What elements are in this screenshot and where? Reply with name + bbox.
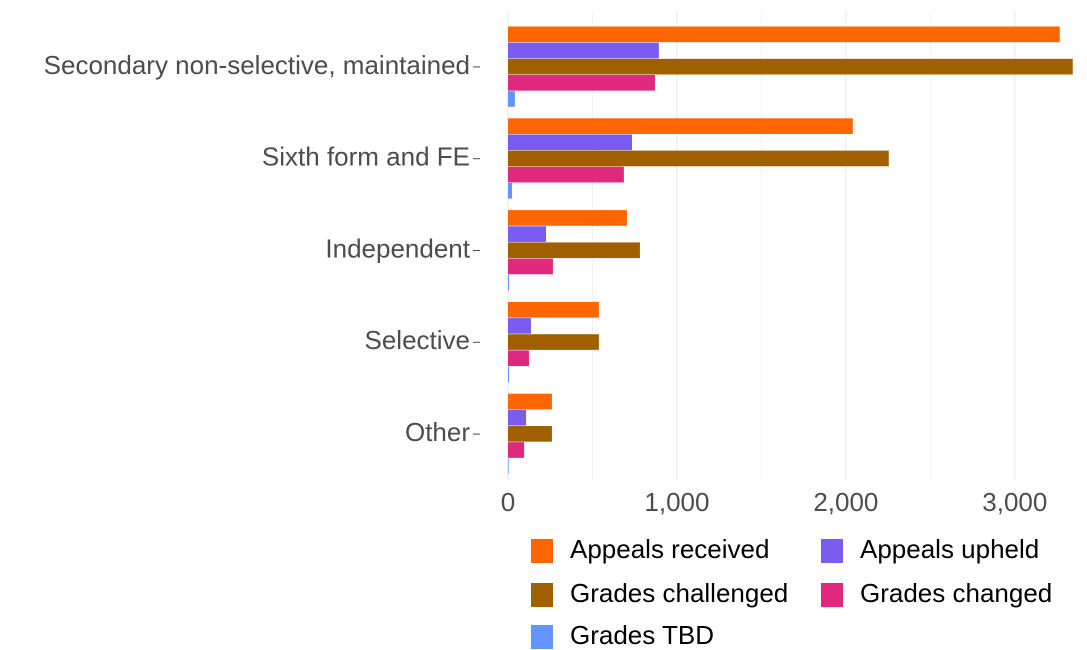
x-tick-label: 2,000 <box>813 487 878 517</box>
x-tick-label: 3,000 <box>982 487 1047 517</box>
bar <box>508 274 510 291</box>
x-tick-label: 0 <box>501 487 515 517</box>
category-label: Independent <box>325 233 470 263</box>
category-label: Sixth form and FE <box>262 142 470 172</box>
bar <box>508 442 525 458</box>
category-label: Other <box>405 417 470 447</box>
legend-label: Grades challenged <box>570 578 788 608</box>
bar <box>508 301 599 318</box>
legend-label: Grades changed <box>860 578 1052 608</box>
bar <box>508 91 515 107</box>
bar <box>508 118 853 134</box>
legend-swatch <box>821 539 843 563</box>
bar <box>508 226 547 242</box>
bar <box>508 393 552 410</box>
bar <box>508 242 640 259</box>
bar <box>508 426 552 442</box>
bar <box>508 334 599 350</box>
legend-label: Appeals received <box>570 534 769 564</box>
category-label: Selective <box>365 325 471 355</box>
bar <box>508 409 527 426</box>
bar <box>508 350 529 367</box>
bar <box>508 258 553 275</box>
bar <box>508 42 659 59</box>
legend-label: Appeals upheld <box>860 534 1039 564</box>
bar <box>508 458 509 474</box>
bar <box>508 182 513 199</box>
bar <box>508 166 624 183</box>
legend-swatch <box>821 583 843 607</box>
bar <box>508 210 627 226</box>
legend-swatch <box>531 583 553 607</box>
legend-label: Grades TBD <box>570 620 714 650</box>
bar <box>508 150 889 167</box>
bar <box>508 318 531 334</box>
legend-swatch <box>531 539 553 563</box>
bar <box>508 26 1060 43</box>
bar <box>508 134 632 151</box>
bar <box>508 366 510 383</box>
x-tick-label: 1,000 <box>644 487 709 517</box>
category-label: Secondary non-selective, maintained <box>44 50 470 80</box>
bar <box>508 58 1073 75</box>
bar <box>508 74 655 91</box>
legend-swatch <box>531 625 553 649</box>
